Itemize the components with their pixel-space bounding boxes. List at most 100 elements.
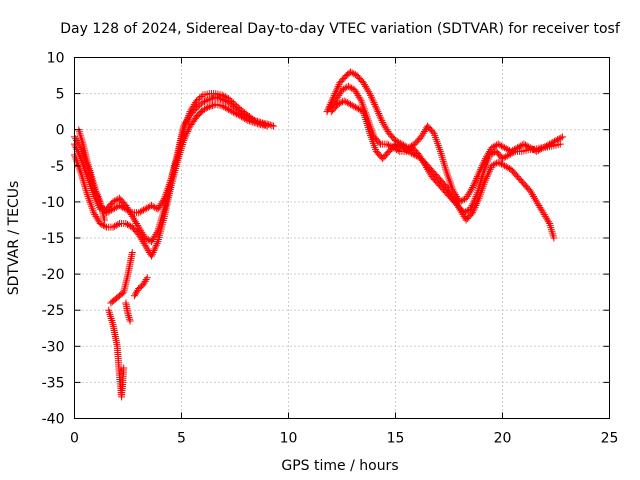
data-point: [218, 95, 226, 103]
y-tick-label: 0: [56, 123, 65, 139]
data-point: [197, 92, 205, 100]
data-point: [417, 133, 425, 141]
data-point: [459, 196, 467, 204]
data-point: [474, 196, 482, 204]
data-point: [239, 114, 247, 122]
y-tick-label: -10: [42, 195, 65, 211]
data-point: [332, 97, 340, 105]
data-point: [135, 223, 143, 231]
grid: [74, 57, 610, 419]
x-axis-label: GPS time / hours: [281, 458, 398, 474]
data-point: [557, 134, 565, 142]
data-point: [543, 216, 551, 224]
data-point: [114, 195, 122, 203]
series-spike-2: [107, 248, 136, 307]
data-point: [115, 202, 123, 210]
data-point: [134, 221, 142, 229]
data-point: [215, 94, 223, 102]
data-point: [157, 200, 165, 208]
data-point: [469, 182, 477, 190]
data-point: [192, 104, 200, 112]
data-point: [501, 144, 509, 152]
data-point: [139, 238, 147, 246]
data-point: [184, 115, 192, 123]
data-point: [496, 159, 504, 167]
data-point: [502, 145, 510, 153]
data-point: [545, 218, 553, 226]
data-point: [486, 165, 494, 173]
data-point: [483, 173, 491, 181]
data-point: [536, 203, 544, 211]
data-point: [348, 69, 356, 77]
data-point: [124, 205, 132, 213]
y-tick-label: -35: [42, 375, 65, 391]
data-point: [366, 90, 374, 98]
data-point: [91, 211, 99, 219]
data-point: [470, 205, 478, 213]
data-point: [128, 212, 136, 220]
data-point: [444, 185, 452, 193]
data-point: [217, 95, 225, 103]
data-point: [201, 105, 209, 113]
data-point: [149, 236, 157, 244]
data-point: [462, 194, 470, 202]
x-tick-label: 25: [601, 431, 619, 447]
data-point: [540, 211, 548, 219]
data-point: [467, 185, 475, 193]
data-point: [336, 90, 344, 98]
data-point: [152, 230, 160, 238]
data-point: [393, 146, 401, 154]
y-tick-label: -20: [42, 267, 65, 283]
data-point: [556, 140, 564, 148]
data-point: [99, 221, 107, 229]
data-point: [374, 108, 382, 116]
data-point: [401, 146, 409, 154]
data-point: [510, 148, 518, 156]
data-point: [151, 232, 159, 240]
data-point: [369, 97, 377, 105]
data-point: [141, 205, 149, 213]
data-point: [204, 103, 212, 111]
x-tick-label: 15: [387, 431, 405, 447]
data-point: [71, 142, 79, 150]
data-point: [180, 137, 188, 145]
data-point: [194, 95, 202, 103]
data-point: [484, 171, 492, 179]
data-point: [343, 99, 351, 107]
data-point: [135, 230, 143, 238]
data-point: [362, 82, 370, 90]
data-point: [180, 122, 188, 130]
data-point: [250, 118, 258, 126]
data-point: [522, 141, 530, 149]
series-spike-1: [105, 306, 128, 401]
data-point: [396, 143, 404, 151]
data-point: [253, 120, 261, 128]
x-tick-label: 0: [70, 431, 79, 447]
data-point: [228, 107, 236, 115]
data-point: [135, 209, 143, 217]
data-point: [365, 88, 373, 96]
data-point: [354, 91, 362, 99]
data-point: [229, 108, 237, 116]
data-point: [183, 117, 191, 125]
data-point: [527, 189, 535, 197]
data-point: [138, 207, 146, 215]
data-marks: [71, 68, 566, 401]
data-point: [469, 207, 477, 215]
data-point: [346, 83, 354, 91]
data-point: [486, 151, 494, 159]
data-point: [233, 110, 241, 118]
data-point: [457, 197, 465, 205]
data-point: [95, 194, 103, 202]
data-point: [151, 245, 159, 253]
data-point: [497, 142, 505, 150]
data-point: [526, 187, 534, 195]
data-point: [245, 117, 253, 125]
data-point: [381, 122, 389, 130]
data-point: [122, 202, 130, 210]
data-point: [337, 99, 345, 107]
data-point: [464, 191, 472, 199]
data-point: [126, 317, 134, 325]
data-point: [204, 96, 212, 104]
